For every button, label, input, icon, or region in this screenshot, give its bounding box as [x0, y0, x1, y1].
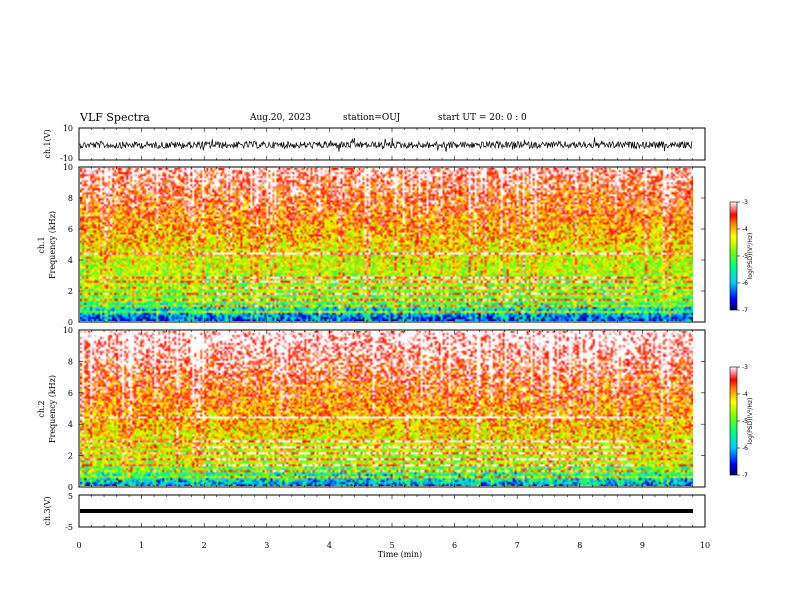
ch3-ytick-bottom: -5	[65, 523, 73, 532]
frequency-tick-label: 8	[68, 194, 73, 203]
ch2-spec-ylabel-frequency: Frequency (kHz)	[48, 375, 57, 443]
ch2-colorbar: -3 -4 -5 -6 -7 log(PSD)(V²/Hz)	[729, 364, 754, 479]
x-tick-label: 6	[452, 541, 457, 550]
frequency-tick-label: 10	[63, 326, 73, 335]
x-tick-label: 2	[202, 541, 207, 550]
ch1-spectrogram-image	[80, 168, 693, 321]
x-tick-label: 4	[327, 541, 332, 550]
x-tick-label: 9	[640, 541, 645, 550]
date-label: Aug.20, 2023	[250, 113, 311, 123]
colorbar-tick-label: -6	[742, 280, 748, 287]
chart-title: VLF Spectra	[80, 111, 150, 124]
ch3-waveform-trace	[80, 509, 693, 513]
x-tick-label: 3	[264, 541, 269, 550]
ch2-colorbar-label: log(PSD)(V²/Hz)	[747, 398, 754, 445]
frequency-tick-label: 0	[68, 318, 73, 327]
colorbar-tick-label: -3	[742, 364, 748, 371]
x-tick-label: 1	[139, 541, 144, 550]
x-axis-label: Time (min)	[378, 550, 422, 559]
station-label: station=OUJ	[343, 113, 401, 123]
frequency-tick-label: 2	[68, 287, 73, 296]
ch2-spectrogram-panel: 0 2 4 6 8 10 ch.2 Frequency (kHz)	[37, 326, 706, 492]
frequency-tick-label: 4	[68, 420, 73, 429]
colorbar-tick-label: -5	[742, 253, 748, 260]
x-tick-label: 10	[700, 541, 710, 550]
ch1-ytick-bottom: -10	[60, 154, 73, 163]
ch1-waveform-trace	[79, 137, 693, 152]
colorbar-tick-label: -4	[742, 226, 748, 233]
ch3-waveform-panel: 5 -5 ch.3(V)	[43, 492, 706, 532]
ch1-spec-ylabel-frequency: Frequency (kHz)	[48, 211, 57, 279]
colorbar-tick-label: -5	[742, 418, 748, 425]
ch1-spectrogram-panel: 0 2 4 6 8 10 ch.1 Frequency (kHz)	[37, 163, 706, 327]
ch1-waveform-panel: 10 -10 ch.1(V)	[43, 124, 706, 163]
colorbar-tick-label: -3	[742, 199, 748, 206]
frequency-tick-label: 10	[63, 163, 73, 172]
x-tick-label: 8	[577, 541, 582, 550]
frequency-tick-label: 2	[68, 452, 73, 461]
ch1-waveform-ylabel: ch.1(V)	[43, 129, 52, 158]
ch3-waveform-ylabel: ch.3(V)	[43, 496, 52, 525]
frequency-tick-label: 6	[68, 225, 73, 234]
frequency-tick-label: 4	[68, 256, 73, 265]
start-time-label: start UT = 20: 0 : 0	[438, 113, 527, 123]
frequency-tick-label: 0	[68, 483, 73, 492]
ch3-ytick-top: 5	[68, 492, 73, 501]
colorbar-tick-label: -4	[742, 391, 748, 398]
colorbar-tick-label: -7	[742, 307, 748, 314]
ch1-spec-ylabel-channel: ch.1	[37, 236, 46, 253]
frequency-tick-label: 8	[68, 357, 73, 366]
ch2-spec-ylabel-channel: ch.2	[37, 400, 46, 417]
x-tick-label: 0	[76, 541, 81, 550]
colorbar-tick-label: -7	[742, 472, 748, 479]
ch2-spectrogram-image	[80, 331, 693, 486]
frequency-tick-label: 6	[68, 389, 73, 398]
ch1-colorbar-label: log(PSD)(V²/Hz)	[747, 233, 754, 280]
ch1-colorbar: -3 -4 -5 -6 -7 log(PSD)(V²/Hz)	[729, 199, 754, 314]
colorbar-tick-label: -6	[742, 445, 748, 452]
ch1-ytick-top: 10	[63, 124, 73, 133]
x-tick-label: 7	[515, 541, 520, 550]
x-tick-label: 5	[389, 541, 394, 550]
